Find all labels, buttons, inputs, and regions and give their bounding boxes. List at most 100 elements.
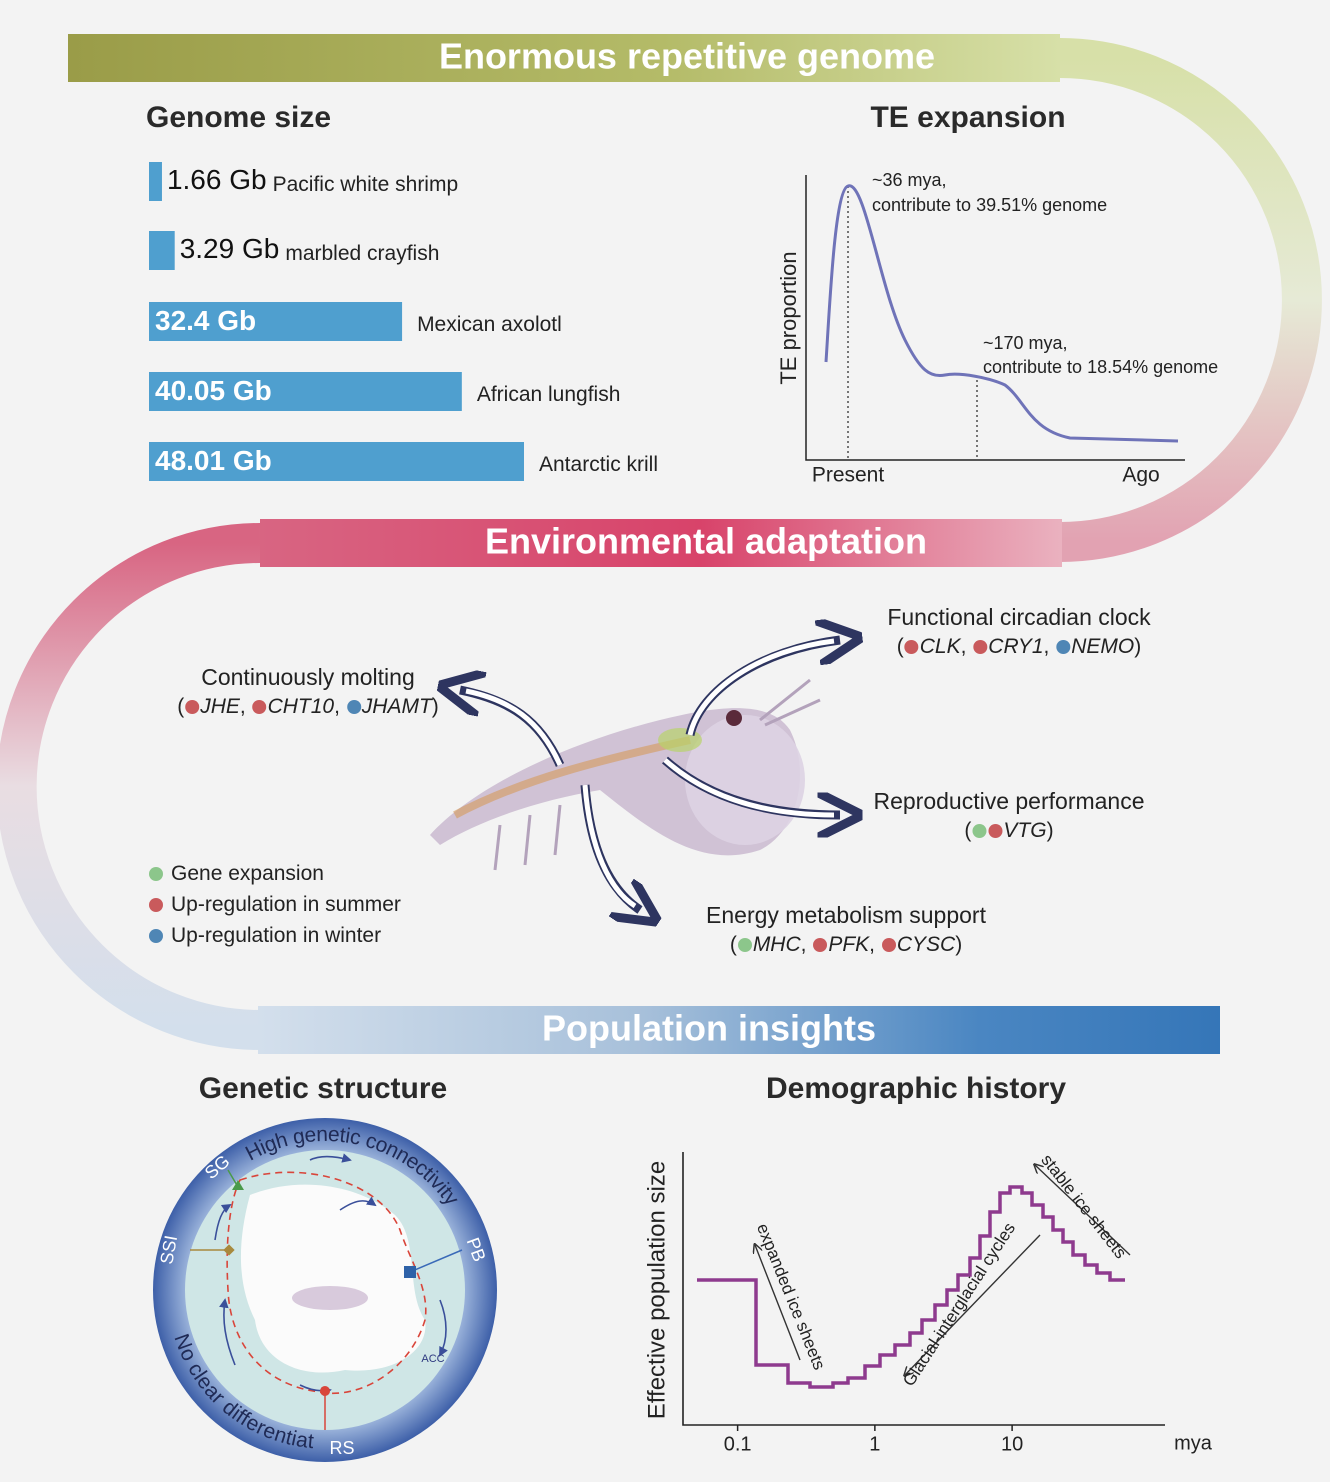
bar	[149, 442, 524, 481]
te-plot	[805, 175, 1185, 461]
gene-dot	[1056, 640, 1071, 654]
trait-title: Functional circadian clock	[887, 604, 1151, 630]
site-label: SSI	[156, 1234, 181, 1266]
gene-dot	[346, 700, 361, 714]
gene-dot	[737, 938, 752, 952]
gene: CHT10	[240, 695, 334, 718]
trait: Reproductive performance VTG	[873, 788, 1144, 843]
legend-item: Gene expansion	[148, 862, 324, 886]
annotation: ~170 mya,	[983, 333, 1068, 353]
bar	[149, 372, 462, 411]
gene-name: NEMO	[1071, 635, 1135, 658]
y-axis-label: TE proportion	[776, 251, 801, 384]
trait-title: Reproductive performance	[873, 788, 1145, 814]
gene-dot	[813, 938, 828, 952]
gene: JHE	[184, 695, 240, 718]
ribbon	[0, 34, 1322, 1054]
legend-dot	[149, 898, 163, 912]
gene-dot	[252, 700, 267, 714]
gene: PFK	[801, 933, 870, 956]
annotation: Glacial-interglacial cycles	[899, 1219, 1019, 1389]
panel-title: TE expansion	[870, 101, 1065, 134]
bar	[149, 162, 162, 201]
y-axis-label: Effective population size	[643, 1161, 670, 1419]
step-curve	[697, 1185, 1125, 1389]
annotation: ~36 mya,	[872, 170, 947, 190]
demography-plot: 0.1 1 10	[682, 1152, 1165, 1455]
gene-name: JHAMT	[361, 695, 432, 718]
trait: Continuously molting JHE CHT10 JHAMT	[177, 664, 439, 719]
panel-title: Genome size	[146, 101, 331, 134]
gene-dot	[904, 640, 919, 654]
gene: MHC	[737, 933, 801, 956]
species-label: African lungfish	[477, 383, 621, 406]
gene-list: VTG	[873, 819, 1144, 843]
bar	[149, 302, 403, 341]
x-label: Present	[812, 464, 885, 487]
antarctic-map	[153, 1118, 497, 1462]
annotation: contribute to 39.51% genome	[872, 195, 1107, 215]
gene: NEMO	[1044, 635, 1135, 658]
genome-bars: 1.66 Gb Pacific white shrimp 3.29 Gb marble…	[149, 162, 658, 481]
section-title: Population insights	[542, 1008, 876, 1049]
gene: CRY1	[961, 635, 1044, 658]
gene-name: JHE	[200, 695, 240, 718]
species-label: Mexican axolotl	[417, 313, 562, 336]
value-label: 1.66 Gb	[167, 164, 267, 195]
annotation: expanded ice sheets	[753, 1221, 829, 1373]
species-label: Pacific white shrimp	[273, 173, 459, 196]
panel-title: Genetic structure	[199, 1072, 447, 1105]
bar	[149, 231, 175, 270]
gene-name: CRY1	[988, 635, 1044, 658]
gene-dot	[973, 640, 988, 654]
gene-name: CYSC	[896, 933, 956, 956]
trait: Energy metabolism support MHC PFK CYSC	[706, 902, 986, 957]
gene: CLK	[904, 635, 961, 658]
value-label: 3.29 Gb	[180, 233, 280, 264]
gene-name: CHT10	[267, 695, 335, 718]
gene-name: VTG	[1003, 819, 1047, 842]
section-title: Enormous repetitive genome	[439, 36, 935, 77]
krill-illustration	[430, 678, 821, 871]
x-label: Ago	[1122, 464, 1159, 487]
legend-dot	[149, 929, 163, 943]
trait-title: Energy metabolism support	[706, 902, 986, 928]
x-tick-label: 0.1	[724, 1433, 752, 1455]
section-title: Environmental adaptation	[485, 521, 927, 562]
gene: CYSC	[869, 933, 955, 956]
gene-name: PFK	[828, 933, 870, 956]
x-tick-label: 1	[869, 1433, 880, 1455]
gene-dot	[185, 700, 200, 714]
legend-item: Up-regulation in winter	[148, 924, 381, 948]
value-label: 48.01 Gb	[155, 445, 272, 476]
value-label: 40.05 Gb	[155, 375, 272, 406]
panel-title: Demographic history	[766, 1072, 1066, 1105]
legend-label: Up-regulation in summer	[171, 893, 401, 916]
gene-dot	[972, 824, 987, 838]
legend-label: Up-regulation in winter	[171, 924, 382, 947]
current-label: ACC	[421, 1353, 444, 1365]
trait-arrows	[460, 640, 840, 910]
gene-name: MHC	[752, 933, 801, 956]
x-axis-label: mya	[1174, 1432, 1213, 1454]
gene: JHAMT	[334, 695, 432, 718]
species-label: Antarctic krill	[539, 453, 658, 476]
gene-dot	[988, 824, 1003, 838]
trait: Functional circadian clock CLK CRY1 NEMO	[887, 604, 1150, 659]
gene-list: MHC PFK CYSC	[706, 933, 986, 957]
gene-dot	[881, 938, 896, 952]
legend-item: Up-regulation in summer	[148, 893, 401, 917]
annotation: contribute to 18.54% genome	[983, 357, 1218, 377]
gene: VTG	[971, 819, 1047, 842]
trait-title: Continuously molting	[201, 664, 415, 690]
value-label: 32.4 Gb	[155, 305, 256, 336]
gene-name: CLK	[919, 635, 961, 658]
legend-label: Gene expansion	[171, 862, 324, 885]
gene-list: CLK CRY1 NEMO	[887, 635, 1150, 659]
gene-list: JHE CHT10 JHAMT	[177, 695, 439, 719]
legend-dot	[149, 867, 163, 881]
species-label: marbled crayfish	[285, 242, 439, 265]
site-label: RS	[329, 1438, 354, 1458]
